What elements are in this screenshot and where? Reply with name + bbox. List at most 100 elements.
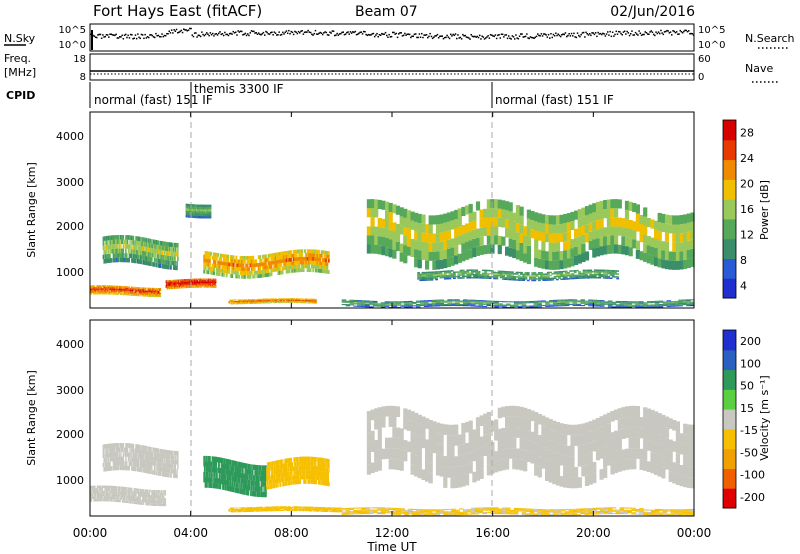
echo-cell xyxy=(153,456,156,462)
echo-cell xyxy=(136,448,138,454)
echo-cell xyxy=(126,290,129,293)
echo-cell xyxy=(319,265,322,269)
echo-cell xyxy=(564,273,568,276)
echo-cell xyxy=(388,230,393,240)
echo-cell xyxy=(165,241,167,247)
power-colorbar-swatch xyxy=(723,218,736,240)
echo-cell xyxy=(127,292,129,294)
noise-point xyxy=(522,36,524,38)
echo-cell xyxy=(150,456,152,461)
echo-cell xyxy=(285,262,288,266)
echo-cell xyxy=(266,302,269,304)
echo-cell xyxy=(624,237,630,247)
echo-cell xyxy=(366,244,371,254)
noise-point xyxy=(289,33,291,35)
echo-cell xyxy=(168,246,170,252)
noise-point xyxy=(348,33,350,35)
echo-cell xyxy=(291,269,294,273)
noise-point xyxy=(578,34,580,37)
echo-cell xyxy=(477,271,481,273)
echo-cell xyxy=(437,274,441,276)
echo-cell xyxy=(134,245,136,250)
echo-cell xyxy=(299,268,302,273)
echo-cell xyxy=(592,305,597,307)
echo-cell xyxy=(384,304,390,306)
echo-cell xyxy=(142,251,145,256)
noise-point xyxy=(282,31,284,34)
echo-cell xyxy=(182,279,184,281)
echo-cell xyxy=(392,301,398,303)
echo-cell xyxy=(678,303,683,305)
echo-cell xyxy=(614,235,619,245)
echo-cell xyxy=(468,203,473,213)
echo-cell xyxy=(107,258,109,263)
echo-cell xyxy=(152,262,154,267)
echo-cell xyxy=(497,272,501,274)
echo-cell xyxy=(140,463,142,468)
echo-cell xyxy=(140,454,142,459)
echo-cell xyxy=(93,285,95,287)
echo-cell xyxy=(114,452,116,457)
echo-cell xyxy=(310,299,313,301)
echo-cell xyxy=(131,288,133,290)
echo-cell xyxy=(157,254,159,259)
noise-point xyxy=(243,33,245,36)
echo-cell xyxy=(515,232,521,242)
echo-cell xyxy=(133,286,136,289)
echo-cell xyxy=(315,302,318,304)
echo-cell xyxy=(248,299,250,301)
echo-cell xyxy=(588,204,593,214)
echo-cell xyxy=(151,257,153,262)
echo-cell xyxy=(164,246,167,251)
echo-cell xyxy=(259,302,262,304)
echo-cell xyxy=(534,257,539,267)
echo-cell xyxy=(128,244,130,249)
echo-cell xyxy=(252,299,255,301)
echo-cell xyxy=(136,294,138,297)
echo-cell xyxy=(404,303,409,305)
echo-cell xyxy=(274,300,276,302)
echo-cell xyxy=(324,258,327,263)
echo-cell xyxy=(494,199,499,209)
echo-cell xyxy=(326,266,329,270)
echo-cell xyxy=(104,292,106,295)
echo-cell xyxy=(246,267,249,272)
noise-point xyxy=(528,37,530,40)
echo-cell xyxy=(580,305,585,307)
echo-cell xyxy=(236,302,238,304)
echo-cell xyxy=(191,215,193,218)
echo-cell xyxy=(104,286,106,289)
echo-cell xyxy=(154,295,156,297)
echo-cell xyxy=(279,298,281,300)
power-colorbar-frame xyxy=(722,119,737,299)
echo-cell xyxy=(245,302,247,304)
echo-cell xyxy=(172,260,174,266)
echo-cell xyxy=(141,255,143,260)
echo-cell xyxy=(288,269,291,274)
echo-cell xyxy=(195,211,196,214)
echo-cell xyxy=(259,300,262,302)
echo-cell xyxy=(531,275,535,277)
echo-cell xyxy=(369,303,374,305)
echo-cell xyxy=(457,226,462,236)
echo-cell xyxy=(686,302,691,304)
noise-point xyxy=(437,37,440,39)
echo-cell xyxy=(263,273,266,278)
echo-cell xyxy=(269,302,272,304)
noise-point xyxy=(476,35,479,38)
echo-cell xyxy=(399,243,404,253)
echo-cell xyxy=(301,264,304,269)
echo-cell xyxy=(157,258,159,263)
echo-cell xyxy=(468,249,473,259)
echo-cell xyxy=(140,467,142,473)
echo-cell xyxy=(158,263,161,268)
echo-cell xyxy=(118,461,120,466)
echo-cell xyxy=(549,301,554,303)
echo-cell xyxy=(564,303,570,305)
echo-cell xyxy=(417,278,420,280)
echo-cell xyxy=(517,271,521,274)
echo-cell xyxy=(443,240,448,250)
echo-cell xyxy=(255,301,258,303)
echo-cell xyxy=(683,259,688,269)
echo-cell xyxy=(512,212,517,222)
